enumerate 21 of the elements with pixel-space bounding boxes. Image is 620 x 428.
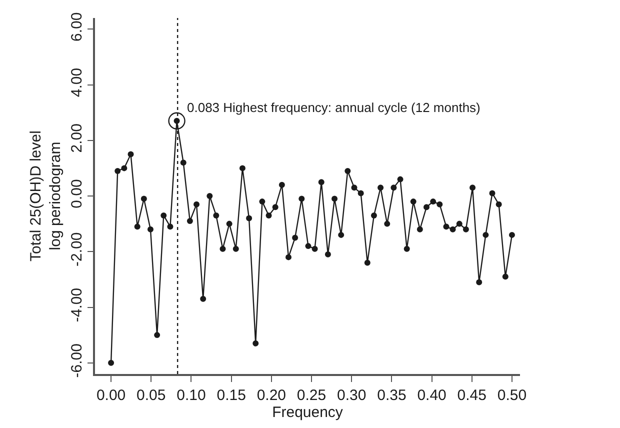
- y-axis-title: Total 25(OH)D level log periodogram: [28, 130, 64, 262]
- x-tick-label: 0.25: [296, 386, 326, 404]
- x-tick-label: 0.35: [377, 386, 406, 404]
- x-axis-title: Frequency: [272, 404, 344, 421]
- x-tick-label: 0.15: [216, 386, 246, 404]
- x-tick-label: 0.00: [96, 386, 126, 404]
- y-tick-label: 0.00: [68, 179, 86, 208]
- y-tick-label: -2.00: [68, 232, 86, 266]
- y-tick-label: -6.00: [68, 344, 86, 378]
- y-tick-label: -4.00: [68, 288, 86, 322]
- y-tick-label: 6.00: [68, 12, 86, 42]
- x-tick-label: 0.30: [337, 386, 366, 404]
- x-tick-label: 0.20: [256, 386, 286, 404]
- y-tick-label: 2.00: [68, 124, 86, 153]
- x-tick-label: 0.10: [176, 386, 206, 404]
- x-tick-label: 0.50: [497, 386, 527, 404]
- x-tick-label: 0.05: [136, 386, 166, 404]
- annotation: 0.083 Highest frequency: annual cycle (12 months): [187, 100, 480, 115]
- x-tick-label: 0.45: [457, 386, 486, 404]
- x-tick-label: 0.40: [417, 386, 446, 404]
- y-tick-label: 4.00: [68, 68, 86, 98]
